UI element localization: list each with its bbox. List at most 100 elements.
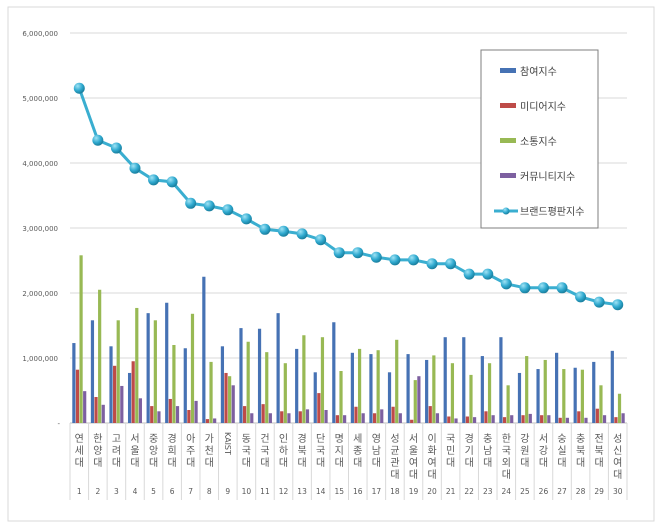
- rank-label: 29: [594, 487, 604, 496]
- rank-label: 27: [557, 487, 567, 496]
- bar-2-9: [224, 372, 228, 423]
- bar-1-13: [295, 348, 299, 423]
- bar-4-4: [138, 398, 142, 423]
- rank-label: 17: [372, 487, 382, 496]
- y-tick-label: 5,000,000: [22, 95, 58, 103]
- rank-label: 3: [114, 487, 119, 496]
- brand-index-point-6: [166, 176, 178, 188]
- brand-index-point-25: [519, 282, 531, 294]
- bar-2-5: [150, 406, 154, 423]
- bar-3-11: [265, 352, 269, 423]
- bar-1-29: [592, 361, 596, 423]
- bar-4-6: [175, 406, 180, 423]
- y-tick-label: 2,000,000: [22, 290, 58, 298]
- bar-1-16: [350, 352, 354, 423]
- bar-1-26: [536, 369, 540, 423]
- bar-1-7: [183, 348, 187, 423]
- bar-1-5: [146, 313, 150, 423]
- rank-label: 25: [520, 487, 530, 496]
- bar-4-7: [194, 400, 198, 423]
- bar-1-11: [257, 328, 262, 423]
- bar-3-22: [469, 374, 473, 423]
- brand-index-point-29: [593, 296, 605, 308]
- bar-3-1: [79, 255, 83, 423]
- bar-3-26: [543, 359, 547, 423]
- bar-1-14: [313, 372, 317, 423]
- bar-4-1: [83, 391, 87, 423]
- bar-2-15: [335, 415, 340, 423]
- bar-4-3: [120, 385, 124, 423]
- rank-label: 20: [427, 487, 437, 496]
- bar-2-18: [391, 406, 395, 423]
- bar-2-24: [502, 417, 507, 423]
- bar-4-25: [528, 413, 532, 423]
- brand-index-point-23: [482, 268, 494, 280]
- y-tick-label: 3,000,000: [22, 225, 58, 233]
- bar-4-11: [268, 413, 272, 423]
- bar-2-4: [131, 361, 135, 423]
- bar-4-9: [231, 385, 235, 423]
- bar-3-21: [450, 363, 455, 423]
- bar-2-22: [465, 416, 469, 423]
- rank-label: 8: [207, 487, 212, 496]
- bar-1-12: [276, 313, 280, 423]
- bar-3-19: [413, 380, 417, 423]
- bar-4-15: [343, 415, 347, 423]
- brand-index-point-14: [315, 234, 327, 246]
- bar-4-23: [491, 415, 495, 423]
- brand-index-point-12: [278, 225, 290, 237]
- y-tick-label: 6,000,000: [22, 30, 58, 38]
- rank-label: 19: [409, 487, 419, 496]
- rank-label: 28: [576, 487, 586, 496]
- rank-label: 21: [446, 487, 456, 496]
- bar-1-1: [72, 343, 76, 423]
- brand-index-point-18: [389, 254, 401, 266]
- bar-1-6: [165, 302, 169, 423]
- bar-3-30: [617, 393, 622, 423]
- bar-2-6: [168, 398, 172, 423]
- y-axis: - 1,000,000 2,000,000 3,000,000 4,000,000 5,0…: [22, 30, 60, 428]
- brand-index-point-17: [370, 251, 382, 263]
- bars: [72, 255, 625, 423]
- bar-1-19: [406, 354, 410, 423]
- bar-2-11: [261, 404, 265, 423]
- bar-4-20: [435, 413, 440, 423]
- bar-2-20: [428, 406, 432, 423]
- legend-swatch: [500, 68, 516, 73]
- bar-2-25: [521, 415, 525, 423]
- bar-2-14: [317, 393, 321, 423]
- bar-4-26: [547, 415, 551, 423]
- bar-2-19: [410, 419, 414, 423]
- bar-3-5: [153, 320, 157, 423]
- bar-3-8: [209, 361, 213, 423]
- rank-label: 10: [242, 487, 252, 496]
- bar-4-18: [398, 413, 402, 423]
- bar-4-29: [602, 415, 607, 423]
- bar-2-8: [205, 419, 210, 423]
- bar-2-13: [298, 411, 302, 423]
- brand-index-point-19: [407, 254, 419, 266]
- bar-3-16: [357, 348, 362, 423]
- rank-label: 30: [613, 487, 623, 496]
- bar-3-25: [525, 356, 529, 423]
- bar-3-13: [302, 335, 306, 423]
- legend-label: 소통지수: [520, 136, 557, 148]
- bar-1-27: [555, 352, 559, 423]
- bar-3-28: [580, 369, 584, 423]
- bar-3-15: [339, 371, 343, 423]
- rank-label: 24: [502, 487, 512, 496]
